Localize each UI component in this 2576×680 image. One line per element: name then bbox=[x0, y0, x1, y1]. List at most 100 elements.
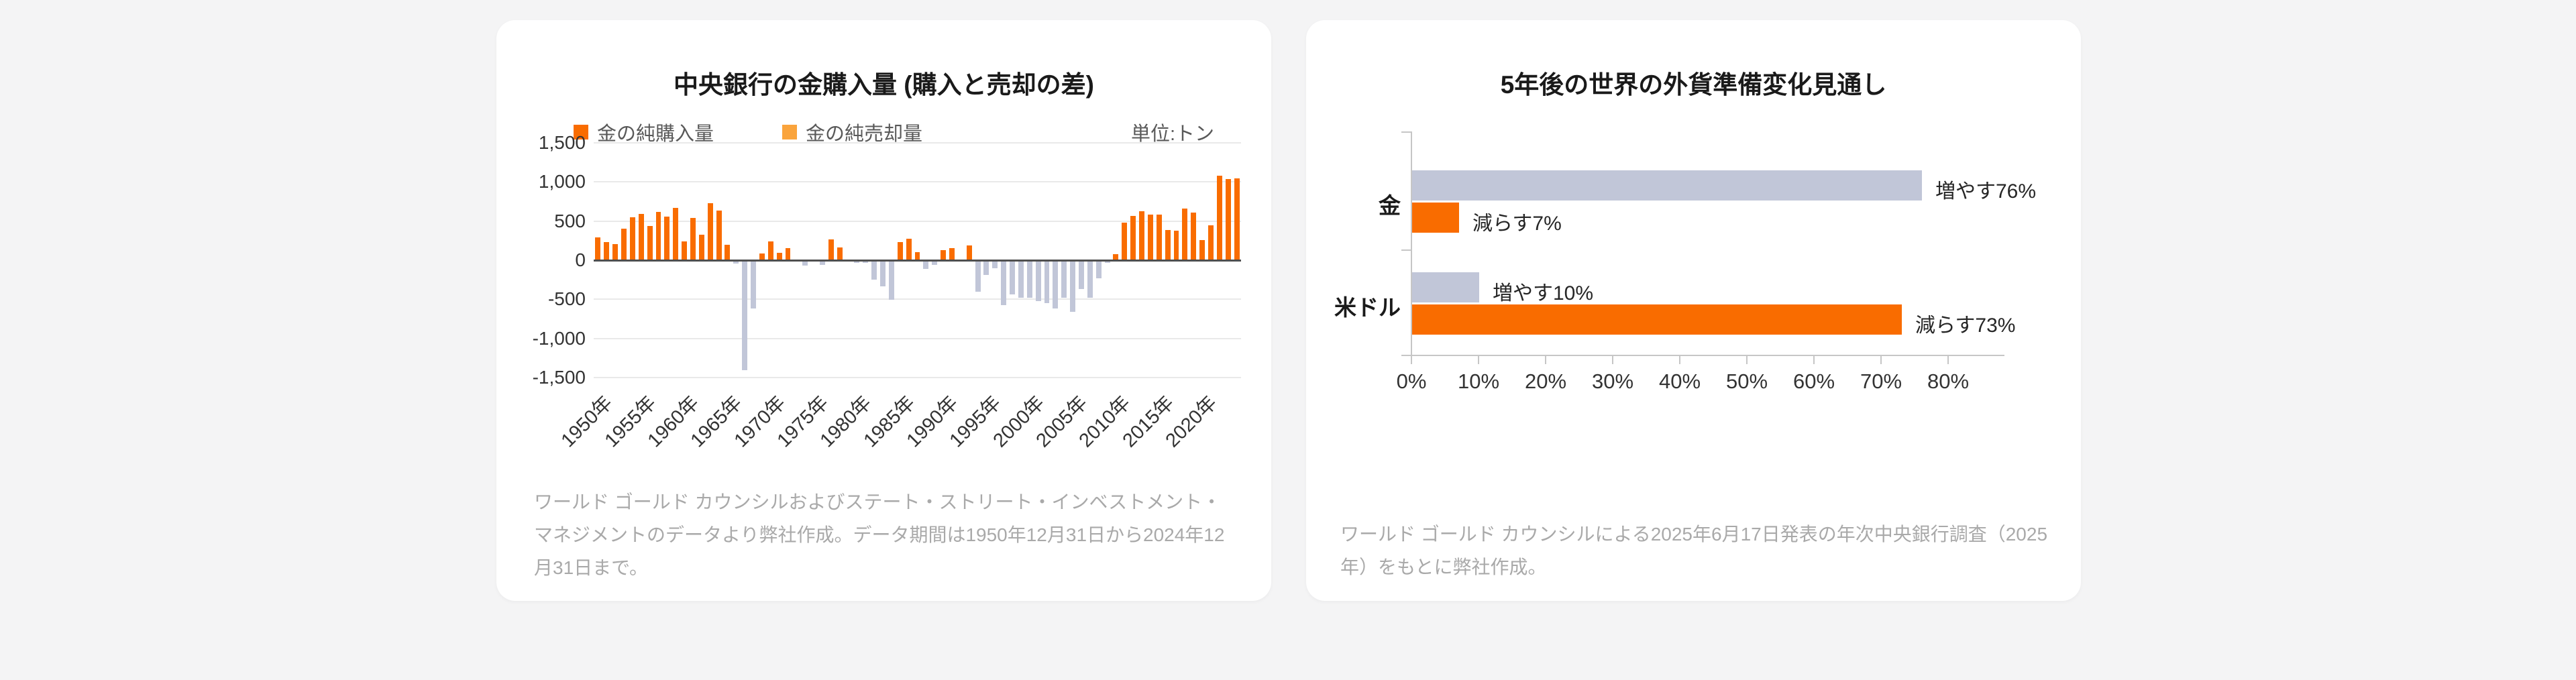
gold-bar-chart: 1,500 1,000 500 0 -500 -1,000 -1,500 1950年 1955… bbox=[496, 132, 1271, 458]
survey-x-tick-label: 80% bbox=[1927, 370, 1970, 393]
survey-x-tick-label: 50% bbox=[1725, 370, 1768, 393]
gold-bar bbox=[595, 237, 601, 260]
gold-bar bbox=[949, 247, 955, 260]
gold-bar bbox=[1225, 179, 1231, 260]
gold-bar bbox=[992, 260, 998, 268]
gold-bar bbox=[1191, 213, 1197, 260]
gold-x-axis-labels: 1950年 1955年 1960年 1965年 1970年 1975年 1980年 1985年… bbox=[557, 378, 1241, 458]
gridline bbox=[594, 298, 1241, 300]
survey-x-tick-label: 70% bbox=[1860, 370, 1902, 393]
gold-bar bbox=[1130, 215, 1136, 260]
gold-bar bbox=[682, 241, 688, 260]
y-tick-label: -1,000 bbox=[532, 327, 586, 349]
gridline bbox=[594, 220, 1241, 222]
gold-bar bbox=[975, 260, 981, 292]
gold-plot-area bbox=[594, 142, 1241, 378]
survey-x-tick bbox=[1478, 356, 1479, 364]
gold-bar bbox=[888, 260, 894, 300]
survey-category-label: 米ドル bbox=[1334, 294, 1401, 320]
gold-bar bbox=[1147, 214, 1153, 260]
gold-bar bbox=[941, 249, 947, 260]
gold-bar bbox=[914, 252, 920, 260]
gridline bbox=[594, 377, 1241, 378]
gold-bar bbox=[612, 244, 619, 260]
gold-bar bbox=[1139, 211, 1144, 260]
survey-bar-label: 減らす73% bbox=[1915, 315, 2016, 337]
gold-bar bbox=[698, 234, 704, 260]
zero-axis-line bbox=[594, 260, 1241, 262]
gold-bar bbox=[1113, 253, 1119, 260]
gold-bar bbox=[1026, 260, 1032, 298]
survey-x-tick-label: 0% bbox=[1396, 370, 1427, 393]
gold-bar bbox=[655, 212, 661, 260]
survey-y-tick bbox=[1401, 355, 1411, 356]
gold-bar bbox=[1173, 230, 1179, 260]
gold-purchases-card: 中央銀行の金購入量 (購入と売却の差) 金の純購入量 金の純売却量 単位:トン … bbox=[496, 20, 1271, 601]
survey-x-tick bbox=[1679, 356, 1680, 364]
legend-item-net-sales: 金の純売却量 bbox=[782, 118, 922, 146]
gold-chart-title: 中央銀行の金購入量 (購入と売却の差) bbox=[674, 71, 1094, 99]
survey-bar-label: 減らす7% bbox=[1472, 213, 1562, 235]
gold-bar bbox=[1156, 215, 1162, 260]
gold-bar bbox=[802, 260, 808, 266]
net-sales-label: 金の純売却量 bbox=[806, 123, 923, 145]
survey-x-tick-label: 30% bbox=[1591, 370, 1634, 393]
gridline bbox=[594, 181, 1241, 183]
gold-bar bbox=[1053, 260, 1059, 309]
survey-bar bbox=[1412, 272, 1479, 302]
gold-bar bbox=[1216, 175, 1222, 260]
gold-chart-footnote: ワールド ゴールド カウンシルおよびステート・ストリート・インベストメント・マネ… bbox=[534, 492, 1225, 578]
net-purchases-swatch-icon bbox=[574, 125, 588, 139]
gold-bar bbox=[1234, 178, 1240, 260]
survey-x-tick-label: 40% bbox=[1658, 370, 1701, 393]
gold-bar bbox=[621, 228, 627, 260]
gold-bar bbox=[759, 253, 765, 260]
reserve-outlook-card: 5年後の世界の外貨準備変化見通し 0% 10% 20% 30% 40% 50% 60% 70%… bbox=[1306, 20, 2081, 601]
survey-y-tick bbox=[1401, 249, 1411, 251]
gold-chart-legend: 金の純購入量 金の純売却量 単位:トン bbox=[574, 118, 1214, 146]
gold-bar bbox=[690, 218, 696, 260]
gold-bar bbox=[638, 214, 644, 260]
gold-bar bbox=[733, 260, 739, 264]
gold-bar bbox=[604, 241, 610, 260]
gold-bar bbox=[828, 239, 834, 260]
gold-bar bbox=[1018, 260, 1024, 298]
gold-bar bbox=[724, 245, 731, 260]
y-tick-label: 1,000 bbox=[538, 171, 586, 192]
gold-y-axis-labels: 1,500 1,000 500 0 -500 -1,000 -1,500 bbox=[496, 132, 586, 388]
gold-bar bbox=[664, 216, 670, 260]
gold-bar bbox=[716, 211, 722, 260]
gold-bar bbox=[983, 260, 989, 275]
gold-bar bbox=[1070, 260, 1076, 313]
survey-x-tick-label: 10% bbox=[1457, 370, 1500, 393]
y-tick-label: 0 bbox=[575, 249, 586, 270]
gold-bar bbox=[1095, 260, 1102, 279]
survey-category-label: 金 bbox=[1379, 192, 1401, 218]
gridline bbox=[594, 142, 1241, 144]
survey-bar bbox=[1412, 304, 1902, 335]
survey-x-tick bbox=[1612, 356, 1613, 364]
survey-x-tick bbox=[1947, 356, 1949, 364]
gold-bar bbox=[673, 207, 679, 260]
survey-bar-chart: 0% 10% 20% 30% 40% 50% 60% 70% 80% 金米ドル 増やす76% 減らす7… bbox=[1334, 131, 2036, 393]
gold-bar bbox=[751, 260, 756, 309]
gold-bar bbox=[629, 217, 635, 260]
gold-bar bbox=[1182, 209, 1188, 260]
gold-bar bbox=[707, 203, 713, 260]
survey-x-axis bbox=[1411, 355, 2004, 356]
gold-bar bbox=[767, 241, 773, 260]
gold-bar bbox=[837, 247, 843, 260]
survey-x-tick bbox=[1746, 356, 1748, 364]
gold-bar bbox=[1061, 260, 1067, 298]
survey-x-tick bbox=[1813, 356, 1815, 364]
gridline bbox=[594, 337, 1241, 339]
survey-chart-footnote: ワールド ゴールド カウンシルによる2025年6月17日発表の年次中央銀行調査（… bbox=[1340, 524, 2048, 577]
gold-bar bbox=[1199, 240, 1205, 260]
gold-bar bbox=[897, 241, 903, 260]
gold-bar bbox=[742, 260, 748, 370]
net-purchases-label: 金の純購入量 bbox=[597, 123, 714, 145]
survey-x-tick-label: 60% bbox=[1792, 370, 1835, 393]
gold-bar bbox=[923, 260, 929, 269]
gold-bar bbox=[776, 252, 782, 260]
y-tick-label: 500 bbox=[554, 210, 586, 231]
